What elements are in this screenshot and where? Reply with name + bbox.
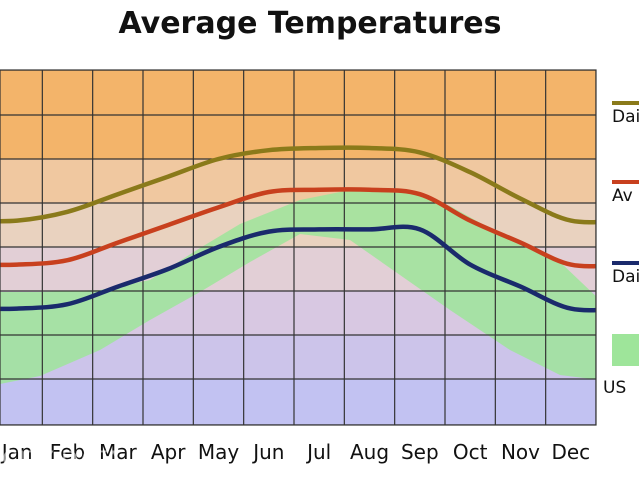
x-tick-label: Mar	[99, 440, 138, 464]
us-average-band	[0, 190, 596, 384]
legend-label: Dai	[612, 267, 639, 287]
x-tick-label: Apr	[151, 440, 186, 464]
temperature-zone	[0, 379, 596, 425]
watermark: CITY-DATA	[2, 448, 122, 473]
series-line	[0, 224, 596, 313]
temperature-zone	[0, 159, 596, 203]
series-line	[0, 145, 596, 225]
x-tick-label: Jun	[251, 440, 284, 464]
chart-title: Average Temperatures	[118, 6, 502, 41]
legend-swatch-us	[612, 334, 639, 366]
x-tick-label: Oct	[453, 440, 488, 464]
legend-label: Av	[612, 186, 633, 206]
x-tick-label: Sep	[401, 440, 439, 464]
x-tick-label: Dec	[551, 440, 590, 464]
x-tick-label: Aug	[350, 440, 389, 464]
plot-border	[0, 69, 597, 426]
legend-label-us: US	[603, 378, 626, 398]
series-line	[0, 187, 596, 269]
x-tick-label: May	[198, 440, 240, 464]
x-tick-label: Jan	[0, 440, 33, 464]
x-tick-label: Feb	[50, 440, 85, 464]
x-tick-label: Nov	[501, 440, 540, 464]
plot-clip-group	[0, 70, 596, 425]
legend-label: Dai	[612, 107, 639, 127]
x-tick-label: Jul	[305, 440, 331, 464]
